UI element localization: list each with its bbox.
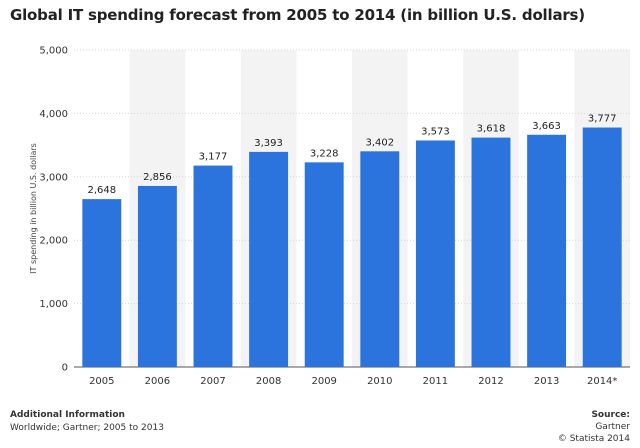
data-label: 2,856	[143, 172, 172, 183]
data-label: 3,618	[477, 124, 506, 135]
copyright[interactable]: © Statista 2014	[557, 434, 630, 444]
x-tick-label: 2012	[478, 376, 503, 387]
x-tick-label: 2011	[423, 376, 448, 387]
bar	[471, 137, 511, 367]
x-tick-label: 2014*	[587, 376, 617, 387]
bar	[304, 162, 344, 367]
bar	[527, 134, 567, 367]
x-tick-label: 2010	[367, 376, 392, 387]
x-tick-label: 2005	[89, 376, 114, 387]
bar-chart: 0 1,000 2,000 3,000 4,000 5,000 2,648 2005 2,856…	[29, 46, 630, 387]
y-tick-label: 0	[62, 363, 68, 374]
data-label: 3,663	[532, 121, 561, 132]
data-label: 3,573	[421, 126, 450, 137]
additional-info: Additional Information Worldwide; Gartne…	[10, 409, 164, 435]
x-tick-label: 2013	[534, 376, 559, 387]
additional-info-text: Worldwide; Gartner; 2005 to 2013	[10, 423, 164, 433]
data-label: 3,177	[199, 152, 228, 163]
bar	[360, 151, 400, 367]
data-label: 2,648	[87, 185, 116, 196]
source-name[interactable]: Gartner	[595, 422, 630, 432]
source-info: Source: Gartner © Statista 2014	[558, 409, 630, 445]
data-label: 3,402	[365, 137, 394, 148]
data-label: 3,393	[254, 138, 283, 149]
data-label: 3,228	[310, 148, 339, 159]
y-axis-label: IT spending in billion U.S. dollars	[29, 143, 38, 274]
x-tick-label: 2008	[256, 376, 281, 387]
bar	[82, 199, 122, 367]
y-tick-label: 4,000	[39, 109, 68, 120]
y-tick-label: 2,000	[39, 236, 68, 247]
y-tick-label: 3,000	[39, 172, 68, 183]
bar	[137, 185, 177, 367]
source-heading: Source:	[591, 410, 630, 420]
x-tick-label: 2006	[145, 376, 170, 387]
y-tick-label: 5,000	[39, 46, 68, 57]
bar	[249, 151, 289, 367]
bar	[193, 165, 233, 367]
x-tick-label: 2009	[311, 376, 336, 387]
additional-info-heading: Additional Information	[10, 410, 125, 420]
x-tick-label: 2007	[200, 376, 225, 387]
chart-title: Global IT spending forecast from 2005 to…	[10, 6, 585, 24]
y-tick-label: 1,000	[39, 299, 68, 310]
data-label: 3,777	[588, 114, 617, 125]
bar	[582, 127, 622, 367]
bar	[415, 140, 455, 367]
